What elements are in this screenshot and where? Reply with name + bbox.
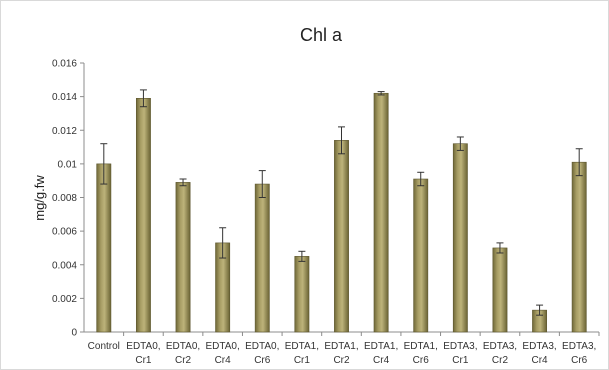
error-bar	[496, 242, 504, 254]
error-bar	[258, 170, 266, 198]
error-bar	[179, 178, 187, 187]
x-tick-label: Control	[88, 341, 120, 352]
x-tick-label: EDTA0, Cr2	[166, 341, 200, 366]
y-tick-label: 0.008	[52, 193, 77, 204]
y-tick-label: 0.012	[52, 126, 77, 137]
y-tick-label: 0	[71, 328, 77, 339]
bar	[334, 140, 349, 333]
error-bar	[298, 250, 306, 262]
x-tick-label: EDTA1, Cr4	[364, 341, 398, 366]
error-bar	[139, 89, 147, 108]
x-tick-label: EDTA0, Cr4	[206, 341, 240, 366]
bar	[413, 178, 429, 333]
x-tick-label: EDTA3, Cr1	[443, 341, 477, 366]
error-bar	[536, 304, 544, 316]
y-tick-label: 0.006	[52, 227, 77, 238]
y-tick-label: 0.004	[52, 260, 77, 271]
bar	[452, 143, 468, 333]
x-tick-label: EDTA1, Cr6	[404, 341, 438, 366]
error-bar	[456, 136, 464, 151]
error-bar	[100, 143, 108, 185]
y-tick-label: 0.016	[52, 59, 77, 70]
x-tick-label: EDTA3, Cr6	[562, 341, 596, 366]
bar	[254, 183, 270, 333]
x-tick-label: EDTA3, Cr2	[483, 341, 517, 366]
y-tick-label: 0.002	[52, 294, 77, 305]
bar	[294, 256, 310, 333]
y-axis-title: mg/g.fw	[32, 175, 47, 221]
bar	[571, 161, 587, 333]
x-tick-label: EDTA0, Cr1	[126, 341, 160, 366]
y-tick-label: 0.014	[52, 92, 77, 103]
error-bar	[219, 227, 227, 259]
bar	[373, 92, 389, 333]
x-tick-label: EDTA0, Cr6	[245, 341, 279, 366]
x-tick-label: EDTA1, Cr2	[324, 341, 358, 366]
bar	[175, 182, 191, 333]
y-tick-label: 0.01	[58, 159, 78, 170]
x-tick-label: EDTA3, Cr4	[522, 341, 556, 366]
bar	[135, 98, 151, 333]
chart-title: Chl a	[300, 25, 343, 45]
bars-group	[96, 92, 587, 333]
error-bar	[575, 148, 583, 177]
error-bar	[377, 91, 385, 96]
y-axis-ticks: 0 0.002 0.004 0.006 0.008 0.01 0.012 0.014 0.016	[52, 59, 84, 339]
x-tick-label: EDTA1, Cr1	[285, 341, 319, 366]
error-bar	[338, 126, 345, 155]
error-bars-group	[100, 89, 583, 316]
bar	[492, 247, 508, 333]
error-bar	[417, 171, 425, 187]
bar	[96, 163, 112, 333]
